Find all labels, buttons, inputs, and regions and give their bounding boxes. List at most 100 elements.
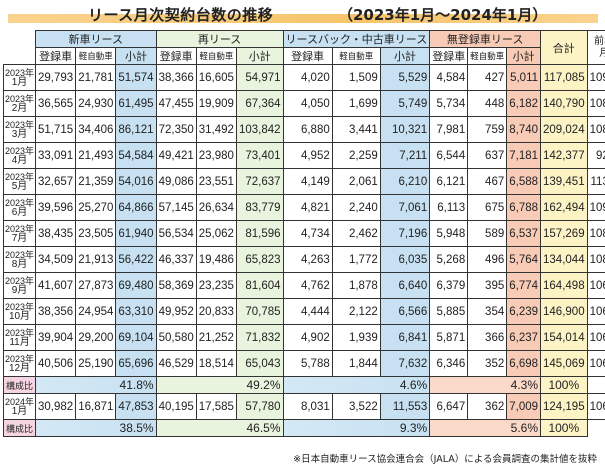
value-cell: 8,740 [506,116,542,143]
ratio-value: 9.3% [282,419,431,437]
yoy-cell: 106.1% [586,393,605,420]
row-month: 1月 [11,76,28,88]
value-cell: 427 [467,64,508,91]
value-cell: 21,252 [195,324,237,351]
value-cell: 16,871 [75,393,117,420]
value-cell: 5,788 [282,350,333,377]
row-month: 4月 [11,154,28,166]
row-year: 2023年 [4,353,35,364]
table-row: 2023年 8月 34,509 21,913 56,422 46,337 19,486 65,… [2,246,605,273]
row-label: 2023年 1月 [2,64,37,91]
total-header: 合計 [540,30,588,65]
value-cell: 46,337 [155,246,197,273]
total-cell: 117,085 [540,64,588,91]
ratio-value: 5.6% [429,419,542,437]
value-cell: 61,495 [115,90,157,117]
row-year: 2023年 [4,327,35,338]
ratio-value: 4.6% [282,376,431,394]
row-year: 2023年 [4,67,35,78]
row-month: 7月 [11,232,28,244]
value-cell: 34,509 [35,246,77,273]
value-cell: 56,422 [115,246,157,273]
value-cell: 10,321 [379,116,431,143]
row-label: 2023年 10月 [2,298,37,325]
value-cell: 70,785 [235,298,284,325]
ratio-total: 100% [540,376,588,394]
value-cell: 11,553 [379,393,431,420]
sub-header-kei: 軽自動車 [331,47,381,65]
value-cell: 51,715 [35,116,77,143]
yoy-cell: 106.1% [586,272,605,299]
row-year: 2023年 [4,301,35,312]
value-cell: 2,240 [331,194,381,221]
value-cell: 354 [467,298,508,325]
value-cell: 4,734 [282,220,333,247]
value-cell: 64,866 [115,194,157,221]
value-cell: 26,634 [195,194,237,221]
value-cell: 38,366 [155,64,197,91]
blank-cell [587,376,605,394]
row-month: 8月 [11,258,28,270]
value-cell: 6,113 [429,194,469,221]
value-cell: 5,885 [429,298,469,325]
value-cell: 6,379 [429,272,469,299]
sub-header-registered: 登録車 [282,47,333,65]
ratio-row: 構成比 41.8% 49.2% 4.6% 4.3% 100% [2,376,605,394]
ratio-total: 100% [540,419,588,437]
value-cell: 6,841 [379,324,431,351]
value-cell: 25,190 [75,350,117,377]
total-cell: 157,269 [540,220,588,247]
value-cell: 4,952 [282,142,333,169]
value-cell: 6,788 [506,194,542,221]
title-underline [8,14,598,23]
total-cell: 142,377 [540,142,588,169]
table-row: 2023年 2月 36,565 24,930 61,495 47,455 19,909 67,… [2,90,605,117]
row-year: 2023年 [4,119,35,130]
value-cell: 21,781 [75,64,117,91]
row-label: 2023年 5月 [2,168,37,195]
value-cell: 352 [467,350,508,377]
value-cell: 86,121 [115,116,157,143]
value-cell: 40,506 [35,350,77,377]
group-header-re-lease: 再リース [155,30,284,48]
total-cell: 139,451 [540,168,588,195]
value-cell: 496 [467,246,508,273]
yoy-cell: 108.6% [586,90,605,117]
value-cell: 7,196 [379,220,431,247]
value-cell: 38,356 [35,298,77,325]
value-cell: 49,086 [155,168,197,195]
total-cell: 140,790 [540,90,588,117]
yoy-header: 前年同月比 [586,30,605,65]
value-cell: 7,211 [379,142,431,169]
value-cell: 3,522 [331,393,381,420]
row-label: 2023年 9月 [2,272,37,299]
source-note: ※日本自動車リース協会連合会（JALA）による会員調査の集計値を抜粋 [293,454,597,465]
yoy-cell: 108.5% [586,220,605,247]
value-cell: 2,462 [331,220,381,247]
yoy-cell: 109.3% [586,64,605,91]
value-cell: 50,580 [155,324,197,351]
value-cell: 4,821 [282,194,333,221]
table-row: 2023年 9月 41,607 27,873 69,480 58,369 23,235 81,… [2,272,605,299]
value-cell: 54,971 [235,64,284,91]
table-row: 2023年 4月 33,091 21,493 54,584 49,421 23,980 73,… [2,142,605,169]
value-cell: 637 [467,142,508,169]
ratio-row: 構成比 38.5% 46.5% 9.3% 5.6% 100% [2,419,605,437]
value-cell: 23,980 [195,142,237,169]
total-cell: 154,014 [540,324,588,351]
row-month: 3月 [11,128,28,140]
value-cell: 5,764 [506,246,542,273]
value-cell: 72,637 [235,168,284,195]
value-cell: 7,181 [506,142,542,169]
total-cell: 134,044 [540,246,588,273]
value-cell: 41,607 [35,272,77,299]
value-cell: 54,016 [115,168,157,195]
value-cell: 46,529 [155,350,197,377]
value-cell: 467 [467,168,508,195]
value-cell: 395 [467,272,508,299]
value-cell: 21,493 [75,142,117,169]
value-cell: 30,982 [35,393,77,420]
value-cell: 6,035 [379,246,431,273]
value-cell: 19,909 [195,90,237,117]
total-cell: 164,498 [540,272,588,299]
